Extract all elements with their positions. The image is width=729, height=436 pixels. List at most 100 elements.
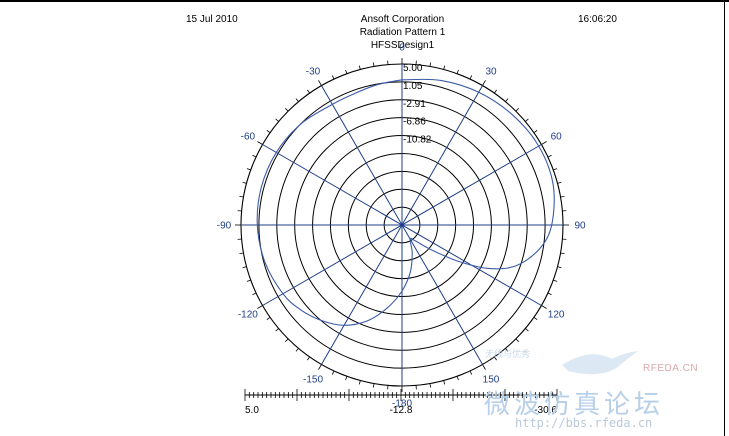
header-date: 15 Jul 2010 xyxy=(186,14,238,25)
angle-tick-mark xyxy=(541,141,547,145)
angle-tick-mark xyxy=(505,98,509,102)
watermark-forum-name: 微波仿真论坛 xyxy=(484,390,665,420)
angle-tick-label: 0 xyxy=(399,43,405,54)
angle-tick-mark xyxy=(252,154,257,158)
angle-tick-mark xyxy=(525,118,529,122)
angle-tick-mark xyxy=(553,279,558,282)
watermark-brand: RFEDA.CN xyxy=(643,363,699,374)
angle-tick-mark xyxy=(482,364,486,370)
angle-tick-mark xyxy=(239,252,244,255)
angle-tick-mark xyxy=(505,348,509,352)
angle-tick-mark xyxy=(252,292,257,296)
angle-tick-mark xyxy=(515,338,519,342)
angle-tick-mark xyxy=(469,370,473,375)
angle-tick-mark xyxy=(547,292,552,296)
angle-tick-label: -180 xyxy=(392,399,412,410)
angle-tick-label: -150 xyxy=(303,375,323,386)
radial-tick-label: -6.86 xyxy=(403,117,426,128)
angle-tick-mark xyxy=(560,195,565,198)
scale-tick-label: -30.6 xyxy=(534,405,557,416)
pattern-trace xyxy=(256,78,555,326)
angle-tick-mark xyxy=(246,168,251,171)
header-design-name: HFSSDesign1 xyxy=(370,40,435,51)
radial-tick-label: 1.05 xyxy=(403,81,423,92)
angle-tick-mark xyxy=(285,108,289,112)
angle-tick-mark xyxy=(295,98,299,102)
header-time: 16:06:20 xyxy=(578,14,617,25)
angle-tick-mark xyxy=(541,305,547,309)
angle-tick-label: -60 xyxy=(241,132,256,143)
angle-tick-mark xyxy=(239,195,244,198)
angle-tick-mark xyxy=(257,141,263,145)
angle-tick-mark xyxy=(331,75,335,80)
angle-tick-mark xyxy=(443,380,446,385)
angle-tick-mark xyxy=(429,383,432,388)
angle-tick-mark xyxy=(307,89,310,94)
angle-tick-mark xyxy=(358,380,361,385)
header-plot-name: Radiation Pattern 1 xyxy=(359,27,446,38)
angle-tick-mark xyxy=(557,181,562,184)
angle-tick-mark xyxy=(547,154,552,158)
angle-tick-mark xyxy=(358,65,361,70)
angle-tick-mark xyxy=(266,130,271,133)
angle-tick-mark xyxy=(307,356,310,361)
angle-tick-mark xyxy=(557,266,562,269)
radial-tick-labels: 5.00 1.05 -2.91 -6.86 -10.82 xyxy=(403,63,432,146)
angle-tick-label: 60 xyxy=(551,132,563,143)
angle-tick-mark xyxy=(533,317,538,320)
spoke-150 xyxy=(321,85,483,365)
angle-tick-mark xyxy=(469,75,473,80)
angle-tick-mark xyxy=(372,383,375,388)
angle-tick-mark xyxy=(275,118,279,122)
angle-tick-label: -30 xyxy=(306,66,321,77)
angle-tick-mark xyxy=(285,338,289,342)
angle-tick-mark xyxy=(525,328,529,332)
pattern-series-0 xyxy=(256,78,555,326)
angle-tick-mark xyxy=(345,376,348,381)
angle-tick-mark xyxy=(242,181,247,184)
outer-tick-marks xyxy=(235,58,569,392)
scale-tick-label: 5.0 xyxy=(245,405,259,416)
window-right-border xyxy=(724,0,725,436)
angle-spokes xyxy=(241,64,563,386)
angle-tick-label: -120 xyxy=(238,310,258,321)
angle-tick-labels: 0 30 60 90 120 150 -180 -150 -120 -90 -60 -30 xyxy=(217,43,586,410)
watermark-bird-icon xyxy=(562,351,638,375)
angle-tick-mark xyxy=(429,62,432,67)
angle-tick-mark xyxy=(560,252,565,255)
angle-tick-label: 150 xyxy=(483,375,500,386)
window-top-border xyxy=(0,0,729,2)
angle-tick-label: 120 xyxy=(548,310,565,321)
angle-tick-mark xyxy=(331,370,335,375)
angle-tick-mark xyxy=(553,168,558,171)
angle-tick-mark xyxy=(257,305,263,309)
angle-tick-mark xyxy=(456,69,459,74)
angle-tick-mark xyxy=(275,328,279,332)
angle-tick-mark xyxy=(456,376,459,381)
scale-tick-label: -12.8 xyxy=(390,405,413,416)
angle-tick-label: -90 xyxy=(217,221,232,232)
angle-tick-mark xyxy=(295,348,299,352)
angle-tick-mark xyxy=(443,65,446,70)
angle-tick-mark xyxy=(318,80,322,86)
angle-tick-mark xyxy=(494,356,497,361)
angle-tick-mark xyxy=(246,279,251,282)
angle-tick-mark xyxy=(242,266,247,269)
angle-tick-mark xyxy=(482,80,486,86)
watermark-url: http://bbs.rfeda.cn xyxy=(515,416,653,430)
angle-tick-mark xyxy=(266,317,271,320)
radial-tick-label: 5.00 xyxy=(403,63,423,74)
angle-tick-mark xyxy=(494,89,497,94)
angle-tick-mark xyxy=(372,62,375,67)
bottom-scale: 5.0 -12.8 -30.6 xyxy=(244,389,557,416)
radial-tick-label: -10.82 xyxy=(403,135,432,146)
radial-tick-label: -2.91 xyxy=(403,99,426,110)
angle-tick-label: 30 xyxy=(485,66,497,77)
angle-tick-label: 90 xyxy=(574,221,586,232)
angle-tick-mark xyxy=(533,130,538,133)
watermark-small-text: 无线与优秀 xyxy=(485,349,531,359)
header-company: Ansoft Corporation xyxy=(360,14,445,25)
angle-tick-mark xyxy=(345,69,348,74)
